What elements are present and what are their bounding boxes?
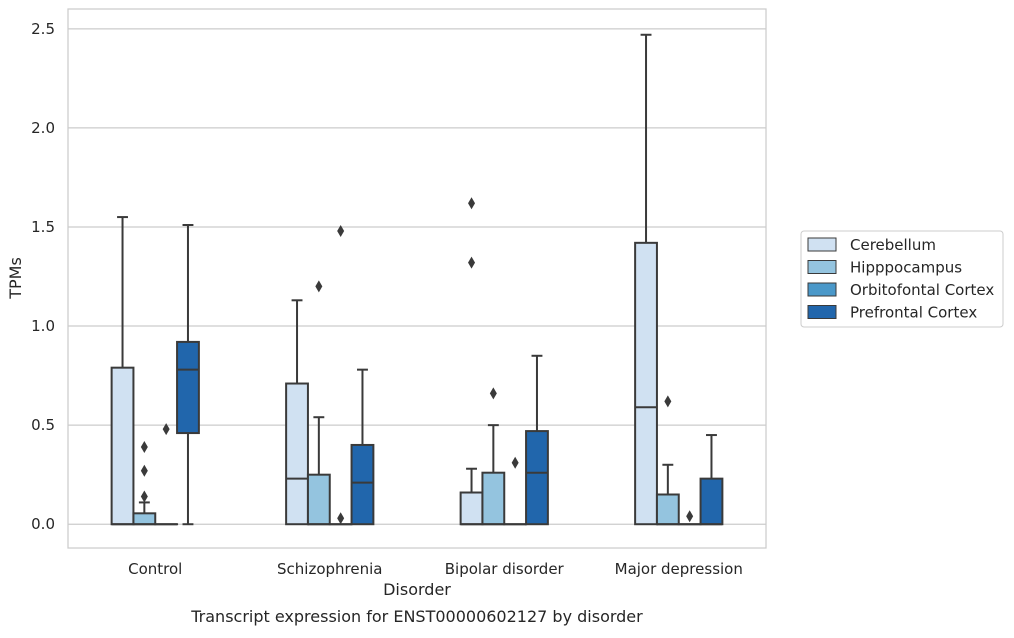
box-2-3 (526, 356, 548, 524)
outlier-point (686, 510, 693, 522)
outlier-point (664, 395, 671, 407)
box-body (286, 384, 308, 525)
outlier-point (468, 197, 475, 209)
y-tick-label: 0.5 (31, 416, 55, 434)
box-3-1 (657, 395, 679, 524)
plot-frame (68, 9, 766, 548)
y-tick-label: 2.5 (31, 20, 55, 38)
box-body (133, 513, 155, 524)
chart-caption: Transcript expression for ENST0000060212… (190, 607, 643, 626)
box-layer (112, 35, 723, 525)
box-3-0 (635, 35, 657, 524)
legend-label: Cerebellum (850, 236, 936, 254)
y-tick-label: 1.0 (31, 317, 55, 335)
box-body (177, 342, 199, 433)
box-body (526, 431, 548, 524)
box-0-3 (177, 225, 199, 524)
box-2-2 (504, 457, 526, 524)
box-2-1 (482, 387, 504, 524)
legend: Cerebellum Hipppocampus Orbitofontal Corte… (801, 231, 1003, 327)
legend-label: Prefrontal Cortex (850, 304, 977, 322)
legend-swatch (808, 306, 836, 319)
box-0-0 (112, 217, 134, 524)
legend-label: Orbitofontal Cortex (850, 281, 994, 299)
outlier-point (512, 457, 519, 469)
box-body (352, 445, 374, 524)
box-1-1 (308, 280, 330, 524)
legend-label: Hipppocampus (850, 259, 962, 277)
box-body (635, 243, 657, 524)
outlier-point (141, 490, 148, 502)
outlier-point (490, 387, 497, 399)
y-tick-label: 2.0 (31, 119, 55, 137)
y-tick-label: 1.5 (31, 218, 55, 236)
box-3-2 (679, 510, 701, 524)
outlier-point (141, 465, 148, 477)
y-axis-label: TPMs (6, 257, 25, 300)
box-body (482, 473, 504, 525)
box-3-3 (701, 435, 723, 524)
box-1-3 (352, 370, 374, 525)
outlier-point (141, 441, 148, 453)
x-tick-label: Schizophrenia (277, 560, 382, 578)
box-0-2 (155, 423, 177, 524)
x-axis-label: Disorder (383, 580, 451, 599)
box-body (461, 493, 483, 525)
legend-swatch (808, 283, 836, 296)
outlier-point (468, 257, 475, 269)
box-body (657, 494, 679, 524)
box-body (308, 475, 330, 525)
box-2-0 (461, 197, 483, 524)
x-tick-label: Control (128, 560, 182, 578)
legend-swatch (808, 261, 836, 274)
box-0-1 (133, 441, 155, 524)
x-tick-label: Bipolar disorder (445, 560, 565, 578)
legend-swatch (808, 238, 836, 251)
box-body (701, 479, 723, 525)
box-1-2 (330, 225, 352, 524)
outlier-point (337, 512, 344, 524)
box-body (112, 368, 134, 525)
box-1-0 (286, 300, 308, 524)
outlier-point (315, 280, 322, 292)
grid-layer (68, 29, 766, 524)
y-tick-labels: 0.0 0.5 1.0 1.5 2.0 2.5 (31, 20, 55, 533)
y-tick-label: 0.0 (31, 515, 55, 533)
x-tick-label: Major depression (615, 560, 743, 578)
x-tick-labels: Control Schizophrenia Bipolar disorder Majo… (128, 560, 743, 578)
